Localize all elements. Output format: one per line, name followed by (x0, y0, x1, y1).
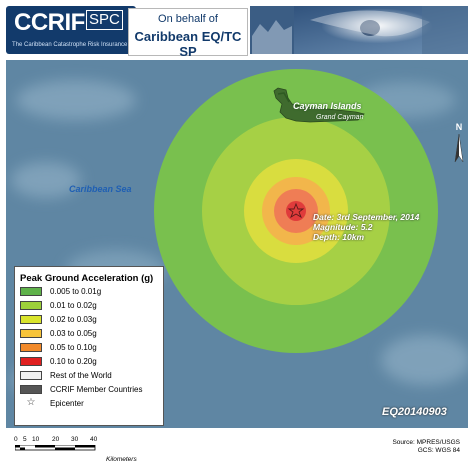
legend-item: ☆ Epicenter (20, 396, 163, 410)
scale-tick-label: 0 (14, 436, 18, 443)
grand-cayman-island (273, 87, 365, 123)
map-header: CCRIF SPC The Caribbean Catastrophe Risk… (0, 0, 474, 60)
legend-item: CCRIF Member Countries (20, 382, 163, 396)
legend-swatch (20, 300, 42, 310)
north-arrow-icon: N (454, 122, 464, 163)
banner-image (250, 6, 468, 54)
legend-item: 0.05 to 0.10g (20, 340, 163, 354)
event-info: Date: 3rd September, 2014 Magnitude: 5.2… (313, 212, 419, 242)
map-legend: Peak Ground Acceleration (g) 0.005 to 0.… (14, 266, 164, 426)
pga-map: Caribbean Sea Cayman Islands Grand Cayma… (6, 60, 468, 428)
legend-swatch (20, 342, 42, 352)
map-footer: 0 5 10 20 30 40 Kilometers Source: MPRES… (0, 428, 474, 464)
legend-item: 0.005 to 0.01g (20, 284, 163, 298)
legend-item-label: Rest of the World (50, 370, 112, 380)
epicenter-star (287, 202, 305, 219)
scale-unit: Kilometers (106, 456, 137, 463)
scale-bar: 0 5 10 20 30 40 Kilometers (14, 436, 137, 463)
legend-item: Rest of the World (20, 368, 163, 382)
logo-spc: SPC (86, 10, 123, 30)
agency-name: Caribbean EQ/TC SP (134, 29, 242, 59)
legend-item-label: 0.02 to 0.03g (50, 314, 97, 324)
source-credits: Source: MPRES/USGS GCS: WGS 84 (392, 439, 460, 455)
logo-tagline: The Caribbean Catastrophe Risk Insurance… (12, 42, 148, 48)
legend-item-label: 0.10 to 0.20g (50, 356, 97, 366)
scale-tick-label: 30 (71, 436, 79, 443)
sea-label: Caribbean Sea (69, 184, 132, 194)
on-behalf-label: On behalf of (158, 13, 218, 25)
event-date: Date: 3rd September, 2014 (313, 212, 420, 222)
legend-item-label: 0.03 to 0.05g (50, 328, 97, 338)
scale-tick-label: 20 (52, 436, 60, 443)
gcs-text: GCS: WGS 84 (417, 447, 460, 454)
legend-swatch (20, 286, 42, 296)
ccrif-logo: CCRIF SPC The Caribbean Catastrophe Risk… (6, 6, 148, 54)
legend-swatch (20, 356, 42, 366)
legend-swatch (20, 384, 42, 394)
legend-item-label: 0.005 to 0.01g (50, 286, 102, 296)
map-canvas (6, 60, 468, 428)
event-magnitude: Magnitude: 5.2 (313, 222, 373, 232)
source-text: Source: MPRES/USGS (392, 439, 460, 446)
legend-item-label: CCRIF Member Countries (50, 384, 143, 394)
event-depth: Depth: 10km (313, 232, 365, 242)
on-behalf-box: On behalf of Caribbean EQ/TC SP (128, 8, 248, 59)
island-label: Cayman Islands (293, 101, 362, 111)
north-label: N (456, 122, 463, 132)
scale-tick-label: 40 (90, 436, 98, 443)
legend-epicenter-label: Epicenter (50, 398, 84, 408)
legend-item: 0.03 to 0.05g (20, 326, 163, 340)
legend-title: Peak Ground Acceleration (g) (20, 273, 154, 284)
legend-item: 0.02 to 0.03g (20, 312, 163, 326)
scale-tick-label: 5 (23, 436, 27, 443)
scale-tick-label: 10 (32, 436, 40, 443)
legend-item-label: 0.05 to 0.10g (50, 342, 97, 352)
legend-item: 0.01 to 0.02g (20, 298, 163, 312)
legend-item-label: 0.01 to 0.02g (50, 300, 97, 310)
epicenter-icon: ☆ (26, 397, 36, 408)
subisland-label: Grand Cayman (316, 114, 364, 121)
legend-swatch (20, 314, 42, 324)
scale-bar-graphic (15, 445, 96, 451)
legend-swatch (20, 328, 42, 338)
legend-swatch (20, 370, 42, 380)
legend-item: 0.10 to 0.20g (20, 354, 163, 368)
logo-wordmark: CCRIF (14, 9, 85, 36)
event-id: EQ20140903 (382, 406, 447, 418)
